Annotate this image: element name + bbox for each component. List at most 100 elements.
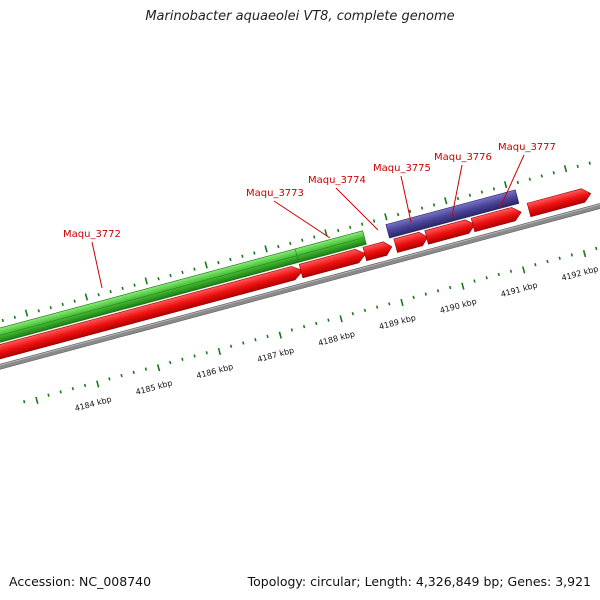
kbp-label: 4185 kbp [135,378,174,396]
accession-text: Accession: NC_008740 [9,574,152,589]
top-tick [540,174,543,178]
top-tick [444,197,448,205]
top-tick [576,164,579,169]
bottom-tick [144,367,148,371]
gene-label[interactable]: Maqu_3775 [373,163,431,174]
gene-label[interactable]: Maqu_3774 [308,175,366,186]
top-tick [264,245,268,253]
kbp-label: 4188 kbp [317,329,356,347]
genome-backbone [0,195,600,373]
top-tick [480,190,484,194]
cds-arrow-maqu-3777[interactable] [470,205,523,233]
top-tick [468,193,472,197]
top-tick [396,212,400,217]
gene-label[interactable]: Maqu_3773 [246,188,304,199]
top-tick [349,225,352,230]
gene-label[interactable]: Maqu_3777 [498,142,556,153]
gene-label-leader [273,200,331,239]
bottom-tick [96,380,100,388]
reverse-cds-bar[interactable] [0,230,367,345]
gene-label[interactable]: Maqu_3776 [434,152,492,163]
bottom-tick [156,364,161,372]
cds-arrow-maqu-3773[interactable] [298,247,367,279]
gene-label[interactable]: Maqu_3772 [63,229,121,240]
top-tick [157,277,160,281]
top-tick [169,273,172,278]
top-tick [1,318,4,323]
top-tick [301,238,304,242]
genome-title: Marinobacter aquaeolei VT8, complete gen… [145,9,455,24]
cds-arrow-maqu-3774[interactable] [362,240,394,262]
kbp-label: 4191 kbp [500,281,539,299]
top-tick [97,293,100,297]
top-tick [420,206,424,210]
bottom-tick [448,285,452,290]
bottom-tick [546,259,549,264]
top-tick-row [1,161,591,323]
bottom-tick [436,289,440,293]
bottom-tick [35,396,39,404]
bottom-tick [193,354,196,358]
top-tick [61,302,64,307]
reverse-cds-track [0,230,367,345]
bottom-tick [181,357,184,361]
top-tick [432,203,436,207]
top-tick [229,257,232,262]
cds-arrow-maqu-3776[interactable] [424,218,477,245]
top-tick [528,177,531,181]
bottom-tick [169,360,172,365]
kbp-label: 4190 kbp [439,297,478,315]
gene-label-leader [499,154,525,209]
top-tick [37,309,40,313]
bottom-tick [315,321,318,326]
top-tick [384,213,388,221]
gene-label-layer: Maqu_3772Maqu_3773Maqu_3774Maqu_3775Maqu… [63,142,556,289]
bottom-tick [375,305,379,309]
top-tick [24,309,29,317]
kbp-label: 4192 kbp [561,264,600,282]
bottom-tick [570,253,574,257]
cds-arrow-maqu-3775[interactable] [393,230,429,253]
bottom-tick [582,250,587,258]
bottom-tick [351,311,354,316]
top-tick [277,244,280,249]
top-tick [253,251,256,255]
bottom-tick [83,383,87,388]
bottom-tick [108,377,111,381]
bottom-tick [229,344,233,348]
cds-arrow-maqu-3772[interactable] [0,264,305,361]
bottom-tick-row [23,246,598,404]
top-tick [492,187,496,191]
cds-arrow-next[interactable] [526,187,592,218]
gene-label-leader [335,187,379,231]
gene-label-leader [91,241,103,289]
top-tick [337,228,340,233]
kbp-label: 4186 kbp [195,362,234,380]
top-tick [360,222,364,226]
bottom-tick [424,292,427,296]
bottom-tick [254,338,257,342]
top-tick [372,219,376,223]
gene-label-leader [400,175,412,223]
top-tick [109,289,112,294]
bottom-tick [217,347,222,356]
bottom-tick [266,334,269,339]
bottom-tick [59,390,62,394]
top-tick [408,209,412,213]
kbp-label: 4189 kbp [378,313,417,331]
bottom-tick [461,282,465,290]
top-tick [241,254,244,258]
bottom-tick [388,302,391,306]
top-tick [144,277,148,285]
top-tick [217,261,220,265]
top-tick [84,293,89,301]
bottom-tick [47,393,50,397]
top-tick [289,241,292,246]
bottom-tick [522,266,526,274]
top-tick [73,299,76,303]
top-tick [49,305,52,310]
bottom-tick [473,279,476,283]
bottom-tick [23,400,26,404]
bottom-tick [363,308,367,313]
